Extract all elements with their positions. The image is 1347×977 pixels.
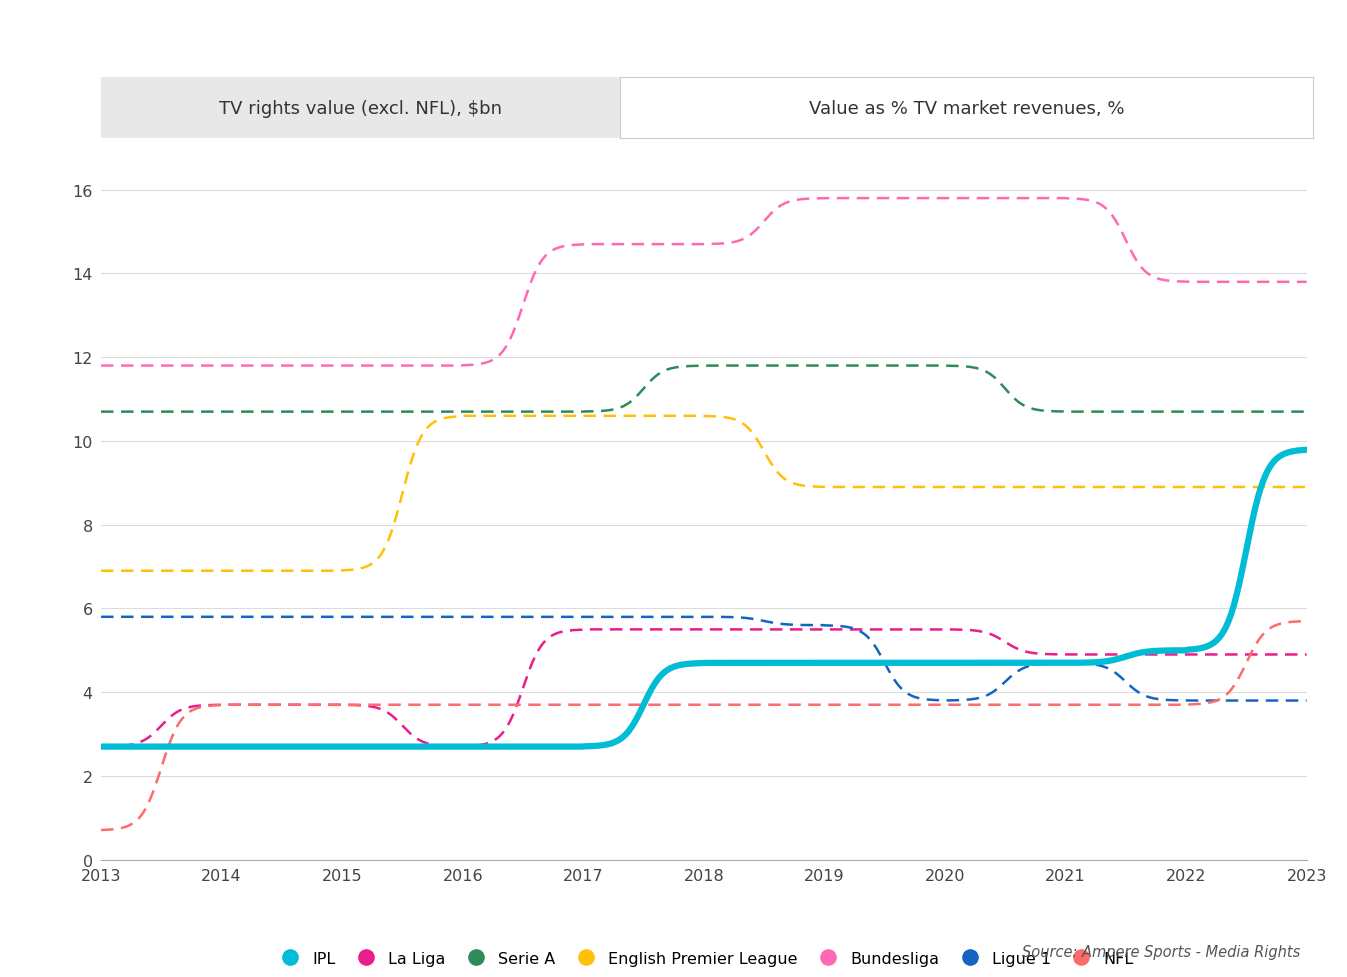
- Text: Value as % TV market revenues, %: Value as % TV market revenues, %: [808, 100, 1125, 117]
- Text: TV rights value (excl. NFL), $bn: TV rights value (excl. NFL), $bn: [218, 100, 502, 117]
- Legend: IPL, La Liga, Serie A, English Premier League, Bundesliga, Ligue 1, NFL: IPL, La Liga, Serie A, English Premier L…: [267, 945, 1141, 972]
- Text: Source: Ampere Sports - Media Rights: Source: Ampere Sports - Media Rights: [1021, 945, 1300, 959]
